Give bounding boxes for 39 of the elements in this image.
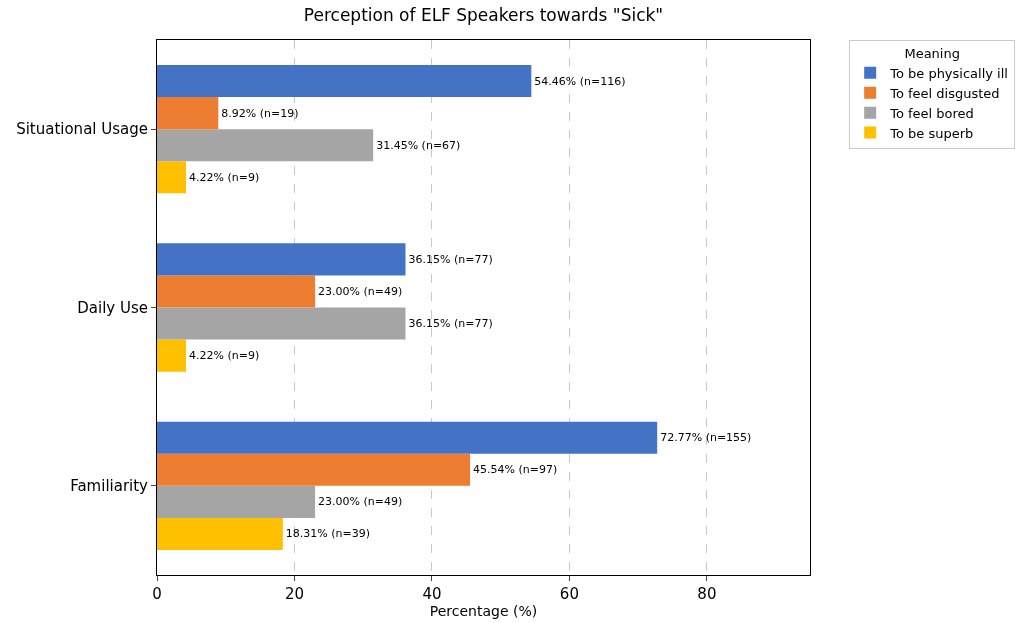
x-tick-label: 0: [152, 585, 162, 603]
bar: [157, 453, 471, 486]
bar: [157, 243, 406, 276]
y-tick-label: Situational Usage: [16, 120, 148, 139]
x-tick-label: 60: [559, 585, 579, 603]
data-label: 8.92% (n=19): [221, 106, 299, 120]
legend-title: Meaning: [904, 45, 960, 61]
data-label: 23.00% (n=49): [318, 284, 403, 298]
legend-label: To feel disgusted: [889, 85, 1000, 101]
data-label: 36.15% (n=77): [408, 317, 493, 331]
bar: [157, 421, 658, 454]
data-label: 4.22% (n=9): [189, 349, 260, 363]
legend-label: To be superb: [889, 125, 974, 141]
data-label: 36.15% (n=77): [408, 252, 493, 266]
data-label: 45.54% (n=97): [473, 463, 558, 477]
data-label: 18.31% (n=39): [285, 527, 371, 541]
data-label: 54.46% (n=116): [534, 74, 626, 88]
x-tick-label: 40: [422, 585, 442, 603]
bar: [157, 307, 406, 340]
y-tick-label: Familiarity: [70, 477, 149, 496]
bar: [157, 129, 374, 162]
bar: [157, 64, 532, 98]
x-axis-title: Percentage (%): [429, 603, 538, 620]
x-tick-label: 20: [284, 585, 305, 603]
data-label: 72.77% (n=155): [660, 431, 752, 445]
x-tick-label: 80: [697, 585, 717, 603]
bar: [157, 517, 283, 551]
chart-title: Perception of ELF Speakers towards "Sick": [303, 5, 664, 26]
bar: [157, 275, 316, 308]
y-tick-label: Daily Use: [77, 298, 148, 317]
bar: [157, 97, 219, 130]
data-label: 23.00% (n=49): [318, 495, 403, 509]
bar: [157, 161, 187, 194]
data-label: 4.22% (n=9): [189, 170, 260, 184]
data-label: 31.45% (n=67): [376, 138, 461, 152]
bar: [157, 485, 316, 518]
legend-label: To feel bored: [889, 105, 974, 121]
bar: [157, 339, 187, 372]
legend-label: To be physically ill: [889, 65, 1008, 81]
